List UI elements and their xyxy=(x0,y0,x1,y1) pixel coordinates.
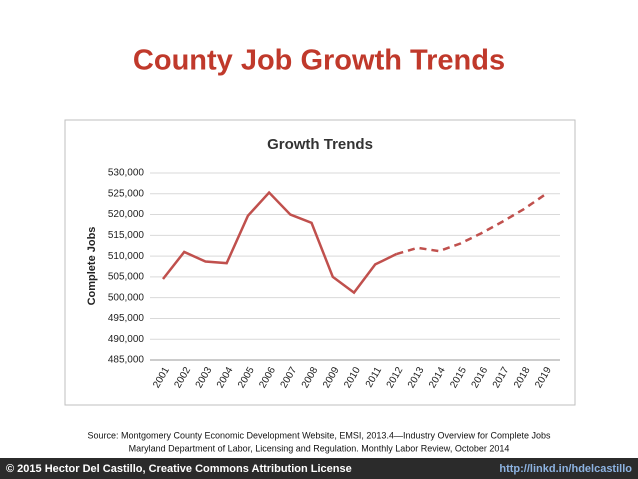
chart-frame xyxy=(64,119,576,406)
slide-title: County Job Growth Trends xyxy=(133,45,505,77)
y-tick-label: 505,000 xyxy=(108,272,145,283)
footer-bar xyxy=(0,458,638,479)
y-tick-label: 500,000 xyxy=(108,292,145,303)
source-line: Maryland Department of Labor, Licensing … xyxy=(129,443,510,453)
y-tick-label: 530,000 xyxy=(108,168,145,179)
y-tick-label: 510,000 xyxy=(108,251,145,262)
y-tick-label: 525,000 xyxy=(108,188,145,199)
y-tick-label: 490,000 xyxy=(108,334,145,345)
line-series xyxy=(396,193,546,256)
y-tick-label: 520,000 xyxy=(108,209,145,220)
chart-title: Growth Trends xyxy=(267,136,373,153)
y-tick-label: 495,000 xyxy=(108,313,145,324)
y-axis-label: Complete Jobs xyxy=(86,227,98,306)
y-tick-label: 515,000 xyxy=(108,230,145,241)
footer-license: © 2015 Hector Del Castillo, Creative Com… xyxy=(6,463,352,475)
y-tick-label: 485,000 xyxy=(108,355,145,366)
line-series xyxy=(162,190,397,295)
footer-link[interactable]: http://linkd.in/hdelcastillo xyxy=(499,463,632,475)
source-line: Source: Montgomery County Economic Devel… xyxy=(87,430,551,440)
